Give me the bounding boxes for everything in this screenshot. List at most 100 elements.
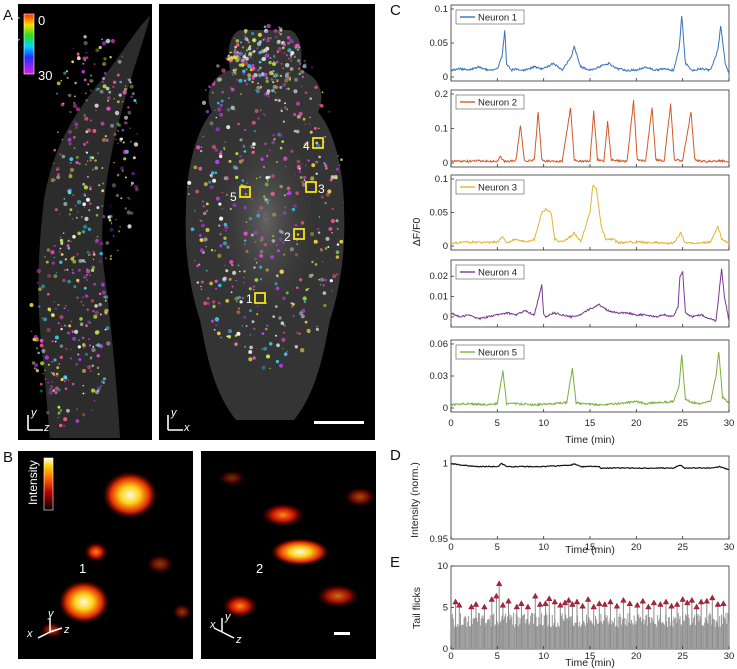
panel-b-right-label: 2 (256, 561, 263, 576)
speckle (72, 194, 75, 197)
speckle (193, 165, 198, 170)
legend-label: Neuron 4 (478, 268, 517, 279)
speckle (67, 324, 70, 327)
speckle (101, 189, 105, 193)
speckle (283, 352, 288, 357)
speckle (124, 115, 128, 120)
speckle (259, 205, 264, 211)
speckle (104, 257, 107, 260)
speckle (219, 112, 224, 117)
speckle (282, 46, 285, 50)
speckle (258, 60, 262, 64)
speckle (233, 108, 236, 111)
peak-marker (472, 601, 480, 607)
speckle (285, 88, 288, 90)
speckle (278, 237, 283, 242)
speckle (287, 76, 290, 80)
speckle (243, 270, 246, 273)
speckle (97, 87, 100, 90)
speckle (69, 157, 74, 162)
roi-box-5 (239, 186, 251, 198)
speckle (233, 51, 236, 54)
speckle (314, 263, 318, 266)
speckle (336, 227, 339, 230)
speckle (205, 110, 209, 114)
speckle (199, 238, 204, 242)
speckle (60, 409, 62, 411)
speckle (108, 90, 112, 94)
speckle (267, 37, 270, 39)
speckle (327, 246, 330, 248)
speckle (232, 74, 234, 76)
panel-a-right-image (159, 4, 375, 440)
speckle (72, 336, 77, 341)
speckle (282, 42, 286, 46)
speckle (235, 58, 240, 63)
peak-marker (626, 600, 633, 606)
speckle (276, 274, 279, 278)
speckle (230, 51, 233, 53)
speckle (74, 329, 79, 334)
speckle (99, 252, 103, 256)
speckle (226, 125, 231, 130)
speckle (96, 235, 99, 238)
speckle (83, 142, 86, 146)
speckle (295, 129, 300, 134)
speckle (90, 79, 94, 83)
speckle (251, 66, 256, 71)
speckle (262, 165, 266, 169)
speckle (324, 278, 327, 282)
speckle (243, 150, 247, 153)
speckle (127, 106, 130, 109)
speckle (235, 279, 237, 282)
speckle (53, 162, 55, 165)
speckle (55, 374, 59, 378)
speckle (260, 86, 263, 89)
speckle (76, 408, 79, 411)
speckle (337, 155, 339, 157)
speckle (94, 330, 100, 335)
speckle (301, 163, 303, 165)
speckle (318, 127, 320, 130)
speckle (288, 42, 291, 44)
axis-label-right-y: y (170, 407, 178, 419)
speckle (128, 78, 131, 82)
y-tick-label: 0 (443, 72, 448, 83)
peak-marker (524, 603, 532, 610)
speckle (218, 283, 222, 288)
speckle (264, 53, 270, 58)
speckle (338, 164, 341, 167)
roi-label-3: 3 (318, 182, 325, 196)
speckle (320, 195, 324, 199)
speckle (38, 287, 42, 292)
speckle (73, 147, 76, 150)
speckle (282, 67, 285, 70)
speckle (275, 60, 279, 64)
speckle (287, 87, 290, 91)
speckle (296, 331, 299, 335)
speckle (210, 174, 214, 178)
speckle (232, 203, 237, 208)
intensity-colorbar (43, 457, 54, 511)
speckle (120, 166, 124, 171)
peak-marker (565, 596, 572, 603)
speckle (234, 296, 239, 301)
speckle (54, 179, 56, 181)
speckle (239, 270, 241, 273)
speckle (78, 339, 80, 341)
speckle (86, 274, 88, 276)
speckle (67, 189, 72, 194)
speckle (133, 156, 136, 160)
speckle (310, 176, 315, 181)
speckle (316, 257, 318, 260)
speckle-layer-left (29, 35, 139, 428)
speckle (236, 301, 238, 303)
speckle (78, 259, 83, 263)
x-tick-label: 15 (585, 418, 596, 429)
legend-label: Neuron 3 (478, 183, 517, 194)
speckle (123, 87, 128, 91)
speckle (263, 243, 267, 247)
speckle (74, 204, 77, 207)
speckle (62, 278, 66, 283)
speckle (244, 61, 248, 66)
